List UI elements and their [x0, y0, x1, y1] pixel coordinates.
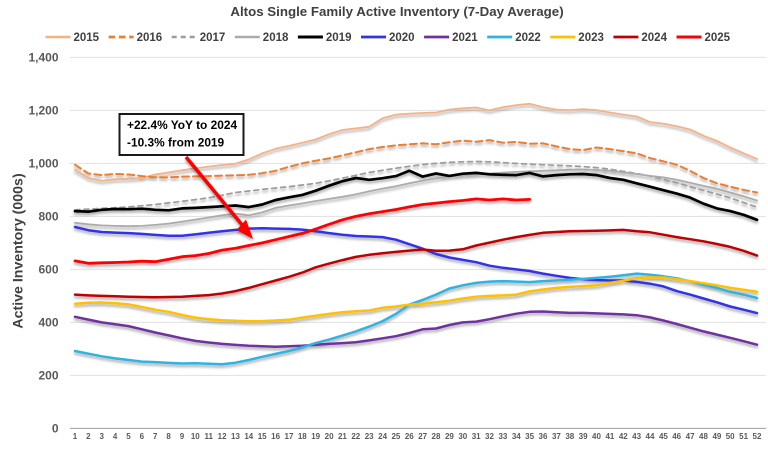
svg-text:29: 29	[445, 432, 454, 441]
svg-text:8: 8	[166, 432, 171, 441]
svg-text:2018: 2018	[263, 32, 289, 44]
svg-text:2024: 2024	[641, 32, 667, 44]
svg-text:5: 5	[126, 432, 131, 441]
svg-text:16: 16	[271, 432, 280, 441]
svg-text:21: 21	[338, 432, 347, 441]
svg-text:400: 400	[38, 315, 58, 329]
svg-text:1,200: 1,200	[28, 103, 58, 117]
svg-text:41: 41	[605, 432, 614, 441]
svg-text:24: 24	[378, 432, 387, 441]
svg-text:2021: 2021	[452, 32, 478, 44]
svg-text:1: 1	[73, 432, 78, 441]
svg-text:42: 42	[619, 432, 628, 441]
svg-text:+22.4% YoY to 2024: +22.4% YoY to 2024	[127, 118, 237, 132]
svg-text:28: 28	[432, 432, 441, 441]
svg-text:39: 39	[579, 432, 588, 441]
svg-text:47: 47	[686, 432, 695, 441]
svg-text:17: 17	[285, 432, 294, 441]
svg-text:-10.3% from 2019: -10.3% from 2019	[127, 136, 225, 150]
svg-text:1,400: 1,400	[28, 50, 58, 64]
svg-text:52: 52	[753, 432, 762, 441]
svg-text:11: 11	[204, 432, 213, 441]
svg-text:200: 200	[38, 368, 58, 382]
svg-text:3: 3	[99, 432, 104, 441]
svg-text:7: 7	[153, 432, 158, 441]
svg-text:18: 18	[298, 432, 307, 441]
svg-text:25: 25	[391, 432, 400, 441]
svg-text:35: 35	[525, 432, 534, 441]
svg-text:44: 44	[646, 432, 655, 441]
svg-text:27: 27	[418, 432, 427, 441]
svg-text:600: 600	[38, 262, 58, 276]
svg-text:2015: 2015	[74, 32, 100, 44]
svg-text:0: 0	[52, 421, 59, 435]
svg-text:9: 9	[180, 432, 185, 441]
svg-text:48: 48	[699, 432, 708, 441]
svg-text:2022: 2022	[515, 32, 541, 44]
svg-text:2016: 2016	[137, 32, 163, 44]
svg-text:2: 2	[86, 432, 91, 441]
svg-text:12: 12	[218, 432, 227, 441]
svg-text:20: 20	[325, 432, 334, 441]
svg-text:4: 4	[113, 432, 118, 441]
svg-text:31: 31	[472, 432, 481, 441]
svg-text:50: 50	[726, 432, 735, 441]
svg-text:26: 26	[405, 432, 414, 441]
svg-text:2017: 2017	[200, 32, 226, 44]
svg-text:1,000: 1,000	[28, 156, 58, 170]
svg-text:34: 34	[512, 432, 521, 441]
svg-text:13: 13	[231, 432, 240, 441]
svg-text:Altos Single Family Active Inv: Altos Single Family Active Inventory (7-…	[230, 4, 563, 19]
svg-text:49: 49	[712, 432, 721, 441]
svg-text:30: 30	[458, 432, 467, 441]
svg-text:33: 33	[498, 432, 507, 441]
svg-text:43: 43	[632, 432, 641, 441]
svg-text:36: 36	[539, 432, 548, 441]
svg-text:2019: 2019	[326, 32, 352, 44]
svg-text:22: 22	[351, 432, 360, 441]
svg-text:2025: 2025	[705, 32, 731, 44]
svg-text:45: 45	[659, 432, 668, 441]
svg-text:2020: 2020	[389, 32, 415, 44]
svg-text:2023: 2023	[578, 32, 604, 44]
svg-text:15: 15	[258, 432, 267, 441]
svg-text:6: 6	[140, 432, 145, 441]
svg-text:800: 800	[38, 209, 58, 223]
svg-text:51: 51	[739, 432, 748, 441]
svg-text:Active Inventory (000s): Active Inventory (000s)	[11, 173, 27, 329]
svg-text:38: 38	[565, 432, 574, 441]
svg-text:40: 40	[592, 432, 601, 441]
svg-text:46: 46	[672, 432, 681, 441]
svg-text:32: 32	[485, 432, 494, 441]
svg-text:37: 37	[552, 432, 561, 441]
svg-text:23: 23	[365, 432, 374, 441]
svg-text:14: 14	[244, 432, 253, 441]
svg-text:19: 19	[311, 432, 320, 441]
svg-text:10: 10	[191, 432, 200, 441]
